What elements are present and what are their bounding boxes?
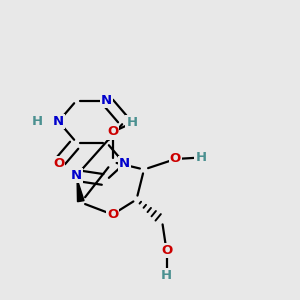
Text: H: H	[126, 116, 138, 130]
Text: N: N	[71, 169, 82, 182]
Text: N: N	[119, 157, 130, 170]
Text: H: H	[31, 115, 43, 128]
Text: O: O	[161, 244, 172, 257]
Text: N: N	[53, 115, 64, 128]
Polygon shape	[77, 179, 84, 202]
Text: O: O	[107, 125, 118, 139]
Text: O: O	[170, 152, 181, 166]
Text: O: O	[53, 157, 64, 170]
Text: H: H	[161, 269, 172, 282]
Text: N: N	[101, 94, 112, 107]
Text: O: O	[107, 208, 118, 221]
Text: H: H	[195, 151, 207, 164]
